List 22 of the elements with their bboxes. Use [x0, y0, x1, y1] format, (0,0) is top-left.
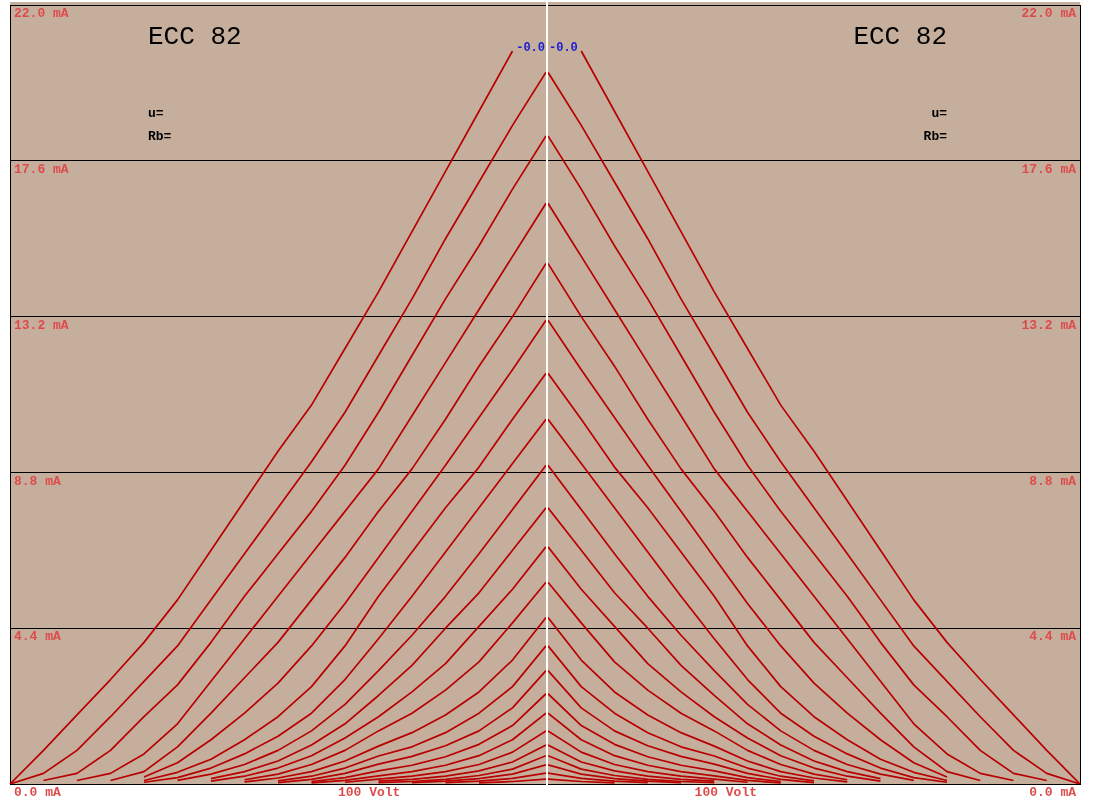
text: 100 Volt: [338, 785, 401, 800]
annotation: Rb=: [148, 128, 173, 146]
y-tick-label: 8.8 mA: [14, 473, 62, 489]
y-tick-label: 17.6 mA: [1021, 162, 1077, 178]
y-tick-label: 8.8 mA: [1029, 473, 1077, 489]
annotation: Rb=: [922, 128, 947, 146]
y-tick-label: 22.0 mA: [1021, 6, 1077, 22]
y-tick-label: 0.0 mA: [1029, 785, 1077, 801]
y-tick-label: 22.0 mA: [14, 6, 69, 22]
annotation: u=: [930, 105, 947, 123]
y-tick-label: 0.0 mA: [14, 785, 62, 801]
text: 100 Volt: [694, 785, 757, 800]
y-tick-label: 17.6 mA: [14, 162, 69, 178]
annotation: -0.0: [516, 41, 545, 55]
y-tick-label: 4.4 mA: [14, 629, 62, 645]
annotation: -0.0: [549, 41, 578, 55]
y-tick-label: 13.2 mA: [14, 317, 69, 333]
y-tick-label: 13.2 mA: [1021, 317, 1077, 333]
y-tick-label: 4.4 mA: [1029, 629, 1077, 645]
text: ECC 82: [148, 22, 242, 52]
text: ECC 82: [853, 22, 947, 52]
annotation: u=: [148, 105, 165, 123]
